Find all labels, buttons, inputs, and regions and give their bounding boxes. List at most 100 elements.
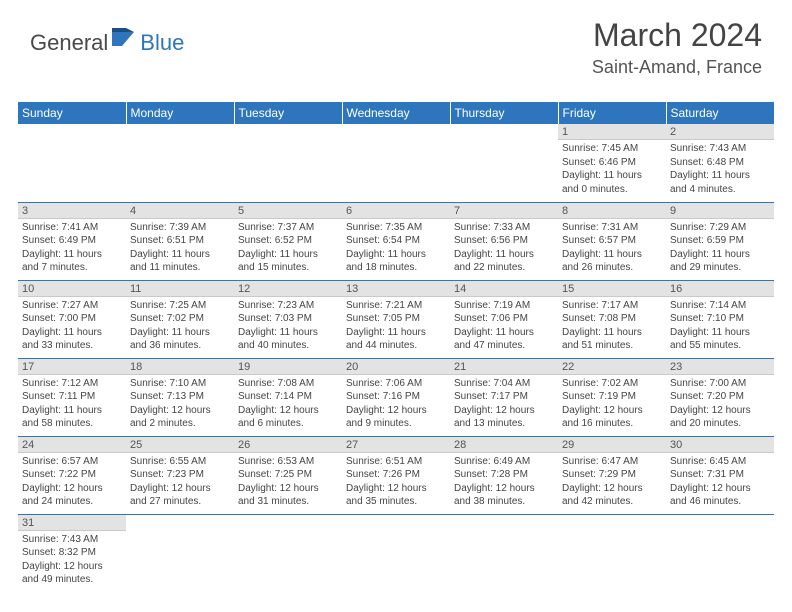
daylight-line1: Daylight: 12 hours — [22, 482, 122, 496]
calendar-day: 13Sunrise: 7:21 AMSunset: 7:05 PMDayligh… — [342, 280, 450, 358]
page-header: General Blue March 2024 Saint-Amand, Fra… — [0, 0, 792, 90]
calendar-day: 17Sunrise: 7:12 AMSunset: 7:11 PMDayligh… — [18, 358, 126, 436]
day-number: 9 — [666, 203, 774, 219]
day-body: Sunrise: 7:27 AMSunset: 7:00 PMDaylight:… — [18, 297, 126, 357]
day-number: 3 — [18, 203, 126, 219]
sunrise-text: Sunrise: 7:23 AM — [238, 299, 338, 313]
dow-tuesday: Tuesday — [234, 102, 342, 124]
sunset-text: Sunset: 7:11 PM — [22, 390, 122, 404]
day-number: 21 — [450, 359, 558, 375]
daylight-line2: and 42 minutes. — [562, 495, 662, 509]
daylight-line1: Daylight: 12 hours — [238, 404, 338, 418]
sunrise-text: Sunrise: 7:31 AM — [562, 221, 662, 235]
sunrise-text: Sunrise: 7:29 AM — [670, 221, 770, 235]
daylight-line2: and 58 minutes. — [22, 417, 122, 431]
daylight-line1: Daylight: 11 hours — [670, 169, 770, 183]
day-number: 25 — [126, 437, 234, 453]
daylight-line2: and 51 minutes. — [562, 339, 662, 353]
sunset-text: Sunset: 6:54 PM — [346, 234, 446, 248]
daylight-line1: Daylight: 11 hours — [562, 326, 662, 340]
day-number: 29 — [558, 437, 666, 453]
sunrise-text: Sunrise: 6:51 AM — [346, 455, 446, 469]
calendar-table: Sunday Monday Tuesday Wednesday Thursday… — [18, 102, 774, 592]
calendar-day: 29Sunrise: 6:47 AMSunset: 7:29 PMDayligh… — [558, 436, 666, 514]
daylight-line2: and 18 minutes. — [346, 261, 446, 275]
calendar-day: 28Sunrise: 6:49 AMSunset: 7:28 PMDayligh… — [450, 436, 558, 514]
calendar-day: 25Sunrise: 6:55 AMSunset: 7:23 PMDayligh… — [126, 436, 234, 514]
day-body: Sunrise: 7:39 AMSunset: 6:51 PMDaylight:… — [126, 219, 234, 279]
sunrise-text: Sunrise: 7:37 AM — [238, 221, 338, 235]
day-body: Sunrise: 7:29 AMSunset: 6:59 PMDaylight:… — [666, 219, 774, 279]
sunrise-text: Sunrise: 6:57 AM — [22, 455, 122, 469]
dow-monday: Monday — [126, 102, 234, 124]
calendar-day: 16Sunrise: 7:14 AMSunset: 7:10 PMDayligh… — [666, 280, 774, 358]
calendar-day: 19Sunrise: 7:08 AMSunset: 7:14 PMDayligh… — [234, 358, 342, 436]
day-body: Sunrise: 7:04 AMSunset: 7:17 PMDaylight:… — [450, 375, 558, 435]
sunrise-text: Sunrise: 7:08 AM — [238, 377, 338, 391]
sunset-text: Sunset: 6:51 PM — [130, 234, 230, 248]
daylight-line2: and 40 minutes. — [238, 339, 338, 353]
sunrise-text: Sunrise: 7:04 AM — [454, 377, 554, 391]
daylight-line1: Daylight: 11 hours — [130, 326, 230, 340]
day-body: Sunrise: 7:31 AMSunset: 6:57 PMDaylight:… — [558, 219, 666, 279]
day-body: Sunrise: 7:25 AMSunset: 7:02 PMDaylight:… — [126, 297, 234, 357]
sunset-text: Sunset: 7:22 PM — [22, 468, 122, 482]
day-body: Sunrise: 7:43 AMSunset: 8:32 PMDaylight:… — [18, 531, 126, 591]
day-number: 10 — [18, 281, 126, 297]
sunrise-text: Sunrise: 7:45 AM — [562, 142, 662, 156]
day-body: Sunrise: 7:12 AMSunset: 7:11 PMDaylight:… — [18, 375, 126, 435]
sunrise-text: Sunrise: 7:33 AM — [454, 221, 554, 235]
sunrise-text: Sunrise: 7:12 AM — [22, 377, 122, 391]
sunset-text: Sunset: 7:19 PM — [562, 390, 662, 404]
calendar-day: 23Sunrise: 7:00 AMSunset: 7:20 PMDayligh… — [666, 358, 774, 436]
dow-friday: Friday — [558, 102, 666, 124]
calendar-day: 14Sunrise: 7:19 AMSunset: 7:06 PMDayligh… — [450, 280, 558, 358]
daylight-line1: Daylight: 12 hours — [670, 482, 770, 496]
day-number: 20 — [342, 359, 450, 375]
sunrise-text: Sunrise: 6:47 AM — [562, 455, 662, 469]
daylight-line2: and 7 minutes. — [22, 261, 122, 275]
daylight-line2: and 29 minutes. — [670, 261, 770, 275]
day-body: Sunrise: 7:35 AMSunset: 6:54 PMDaylight:… — [342, 219, 450, 279]
day-number: 5 — [234, 203, 342, 219]
sunset-text: Sunset: 7:16 PM — [346, 390, 446, 404]
day-number: 7 — [450, 203, 558, 219]
sunrise-text: Sunrise: 7:43 AM — [22, 533, 122, 547]
daylight-line2: and 4 minutes. — [670, 183, 770, 197]
day-number: 22 — [558, 359, 666, 375]
day-body: Sunrise: 7:06 AMSunset: 7:16 PMDaylight:… — [342, 375, 450, 435]
day-body: Sunrise: 7:02 AMSunset: 7:19 PMDaylight:… — [558, 375, 666, 435]
dow-thursday: Thursday — [450, 102, 558, 124]
calendar-day-empty — [450, 514, 558, 592]
day-number: 6 — [342, 203, 450, 219]
day-body: Sunrise: 7:37 AMSunset: 6:52 PMDaylight:… — [234, 219, 342, 279]
daylight-line2: and 44 minutes. — [346, 339, 446, 353]
day-body: Sunrise: 7:14 AMSunset: 7:10 PMDaylight:… — [666, 297, 774, 357]
calendar-week: 17Sunrise: 7:12 AMSunset: 7:11 PMDayligh… — [18, 358, 774, 436]
calendar-day: 30Sunrise: 6:45 AMSunset: 7:31 PMDayligh… — [666, 436, 774, 514]
sunrise-text: Sunrise: 6:49 AM — [454, 455, 554, 469]
sunset-text: Sunset: 6:46 PM — [562, 156, 662, 170]
sunrise-text: Sunrise: 7:02 AM — [562, 377, 662, 391]
sunset-text: Sunset: 7:14 PM — [238, 390, 338, 404]
sunset-text: Sunset: 6:49 PM — [22, 234, 122, 248]
sunrise-text: Sunrise: 7:14 AM — [670, 299, 770, 313]
day-body: Sunrise: 6:55 AMSunset: 7:23 PMDaylight:… — [126, 453, 234, 513]
day-number: 17 — [18, 359, 126, 375]
day-number: 26 — [234, 437, 342, 453]
sunset-text: Sunset: 7:23 PM — [130, 468, 230, 482]
sunset-text: Sunset: 7:00 PM — [22, 312, 122, 326]
daylight-line2: and 31 minutes. — [238, 495, 338, 509]
daylight-line2: and 33 minutes. — [22, 339, 122, 353]
day-number: 8 — [558, 203, 666, 219]
daylight-line1: Daylight: 11 hours — [562, 169, 662, 183]
day-of-week-row: Sunday Monday Tuesday Wednesday Thursday… — [18, 102, 774, 124]
daylight-line2: and 46 minutes. — [670, 495, 770, 509]
sunrise-text: Sunrise: 7:41 AM — [22, 221, 122, 235]
calendar-day: 7Sunrise: 7:33 AMSunset: 6:56 PMDaylight… — [450, 202, 558, 280]
logo: General Blue — [30, 30, 184, 56]
calendar-week: 1Sunrise: 7:45 AMSunset: 6:46 PMDaylight… — [18, 124, 774, 202]
sunrise-text: Sunrise: 7:06 AM — [346, 377, 446, 391]
daylight-line1: Daylight: 11 hours — [454, 248, 554, 262]
day-number: 11 — [126, 281, 234, 297]
